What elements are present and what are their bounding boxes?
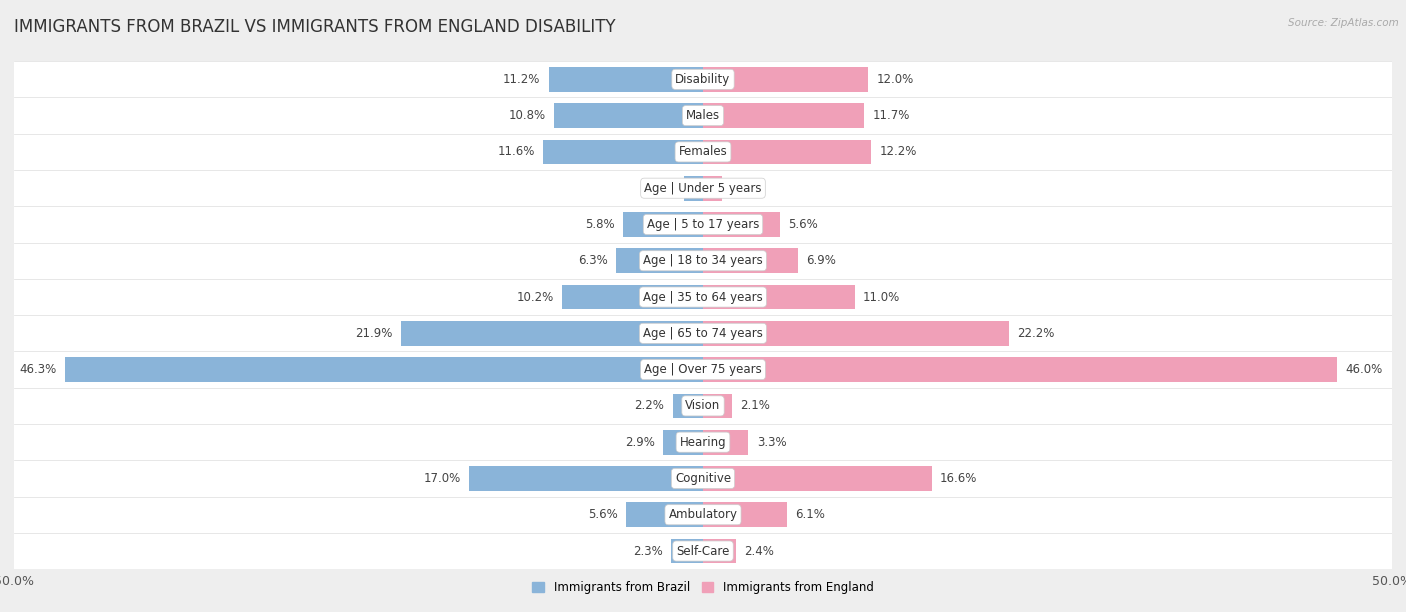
Bar [703, 285, 855, 310]
Bar [703, 357, 1337, 382]
Bar [703, 539, 737, 564]
Text: Age | Under 5 years: Age | Under 5 years [644, 182, 762, 195]
Bar [14, 496, 1392, 533]
Text: Females: Females [679, 146, 727, 159]
Text: 10.8%: 10.8% [509, 109, 546, 122]
Text: 6.1%: 6.1% [796, 508, 825, 521]
Text: Age | 5 to 17 years: Age | 5 to 17 years [647, 218, 759, 231]
Bar [562, 285, 703, 310]
Bar [672, 394, 703, 418]
Bar [703, 103, 865, 128]
Bar [703, 140, 872, 164]
Text: 5.6%: 5.6% [789, 218, 818, 231]
Text: Self-Care: Self-Care [676, 545, 730, 558]
Bar [703, 67, 869, 92]
Text: 10.2%: 10.2% [517, 291, 554, 304]
Bar [14, 242, 1392, 279]
Text: 17.0%: 17.0% [423, 472, 461, 485]
Text: 21.9%: 21.9% [356, 327, 392, 340]
Text: Age | 18 to 34 years: Age | 18 to 34 years [643, 254, 763, 267]
Bar [703, 321, 1010, 346]
Text: Vision: Vision [685, 400, 721, 412]
Text: 3.3%: 3.3% [756, 436, 786, 449]
Bar [14, 279, 1392, 315]
Text: 11.7%: 11.7% [873, 109, 910, 122]
Text: Cognitive: Cognitive [675, 472, 731, 485]
Text: 2.4%: 2.4% [744, 545, 775, 558]
Bar [65, 357, 703, 382]
Text: 5.6%: 5.6% [588, 508, 617, 521]
Text: 12.2%: 12.2% [879, 146, 917, 159]
Text: Age | Over 75 years: Age | Over 75 years [644, 363, 762, 376]
Text: Hearing: Hearing [679, 436, 727, 449]
Text: 46.3%: 46.3% [20, 363, 56, 376]
Bar [703, 248, 799, 273]
Text: 16.6%: 16.6% [941, 472, 977, 485]
Bar [14, 170, 1392, 206]
Bar [703, 212, 780, 237]
Bar [548, 67, 703, 92]
Bar [14, 206, 1392, 242]
Text: Source: ZipAtlas.com: Source: ZipAtlas.com [1288, 18, 1399, 28]
Text: 2.1%: 2.1% [740, 400, 770, 412]
Text: 1.4%: 1.4% [731, 182, 761, 195]
Bar [14, 424, 1392, 460]
Bar [14, 134, 1392, 170]
Text: 11.0%: 11.0% [863, 291, 900, 304]
Bar [14, 97, 1392, 134]
Text: 11.2%: 11.2% [503, 73, 540, 86]
Text: 12.0%: 12.0% [876, 73, 914, 86]
Bar [703, 430, 748, 455]
Bar [703, 502, 787, 527]
Bar [14, 351, 1392, 388]
Text: 2.3%: 2.3% [633, 545, 664, 558]
Text: 1.4%: 1.4% [645, 182, 675, 195]
Text: IMMIGRANTS FROM BRAZIL VS IMMIGRANTS FROM ENGLAND DISABILITY: IMMIGRANTS FROM BRAZIL VS IMMIGRANTS FRO… [14, 18, 616, 36]
Bar [14, 388, 1392, 424]
Bar [14, 533, 1392, 569]
Bar [623, 212, 703, 237]
Text: 6.3%: 6.3% [578, 254, 607, 267]
Text: Age | 65 to 74 years: Age | 65 to 74 years [643, 327, 763, 340]
Text: 6.9%: 6.9% [807, 254, 837, 267]
Bar [703, 466, 932, 491]
Text: Disability: Disability [675, 73, 731, 86]
Text: 2.9%: 2.9% [624, 436, 655, 449]
Text: Age | 35 to 64 years: Age | 35 to 64 years [643, 291, 763, 304]
Bar [671, 539, 703, 564]
Text: 2.2%: 2.2% [634, 400, 665, 412]
Bar [14, 61, 1392, 97]
Bar [626, 502, 703, 527]
Bar [14, 315, 1392, 351]
Bar [468, 466, 703, 491]
Text: Males: Males [686, 109, 720, 122]
Bar [401, 321, 703, 346]
Legend: Immigrants from Brazil, Immigrants from England: Immigrants from Brazil, Immigrants from … [527, 577, 879, 599]
Bar [664, 430, 703, 455]
Text: 5.8%: 5.8% [585, 218, 614, 231]
Bar [616, 248, 703, 273]
Bar [703, 394, 733, 418]
Bar [14, 460, 1392, 496]
Bar [683, 176, 703, 201]
Text: 46.0%: 46.0% [1346, 363, 1382, 376]
Bar [543, 140, 703, 164]
Text: Ambulatory: Ambulatory [668, 508, 738, 521]
Text: 22.2%: 22.2% [1017, 327, 1054, 340]
Bar [703, 176, 723, 201]
Text: 11.6%: 11.6% [498, 146, 534, 159]
Bar [554, 103, 703, 128]
